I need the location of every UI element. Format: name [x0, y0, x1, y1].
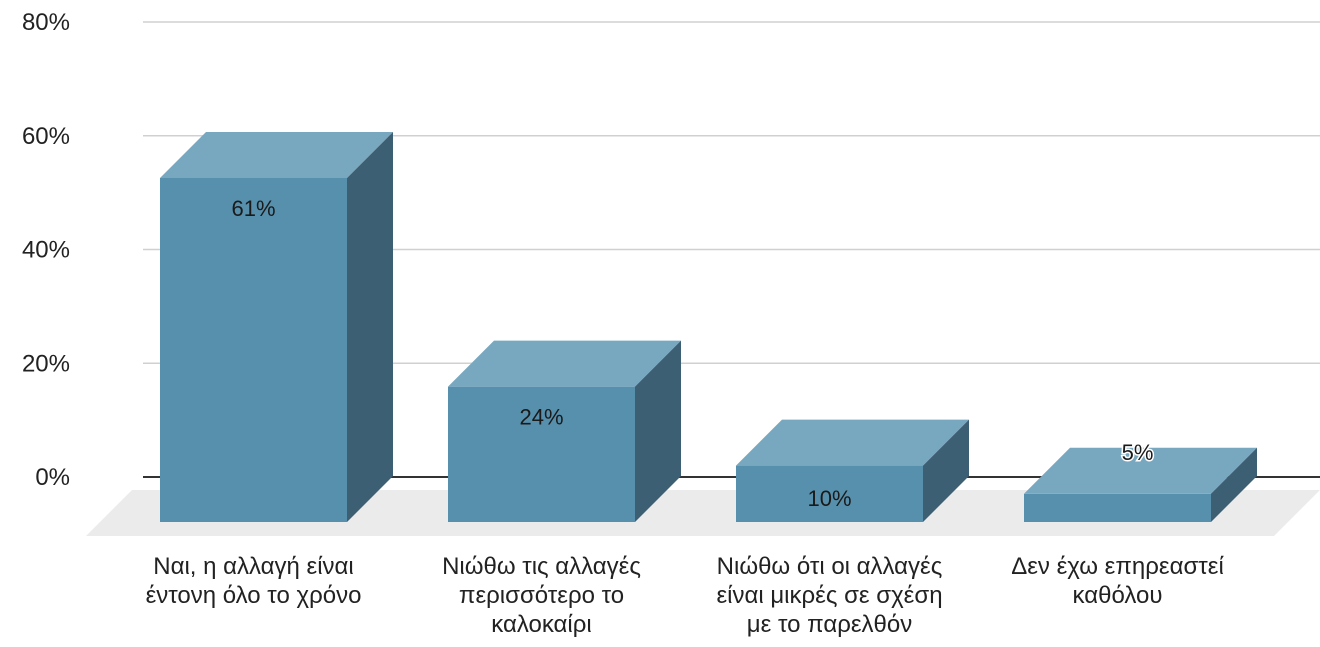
y-tick-label: 80% [22, 9, 70, 36]
data-label: 5% [1122, 440, 1154, 465]
bar-top [1024, 447, 1257, 494]
bar [1024, 447, 1257, 522]
bar [160, 131, 393, 522]
x-category-label: Ναι, η αλλαγή είναι έντονη όλο το χρόνο [145, 553, 362, 609]
y-tick-label: 40% [22, 237, 70, 264]
bar-top [736, 419, 969, 466]
x-category-label: Νιώθω τις αλλαγές περισσότερο το καλοκαί… [442, 553, 641, 638]
data-label: 24% [519, 405, 563, 430]
chart-floor [86, 490, 1320, 536]
data-label: 10% [807, 486, 851, 511]
y-tick-label: 20% [22, 350, 70, 377]
data-label: 61% [231, 196, 275, 221]
bar [448, 340, 681, 522]
bar-top [448, 340, 681, 387]
bar-front [1024, 493, 1211, 522]
bar-front [448, 386, 635, 522]
bar-front [160, 177, 347, 522]
bar-side [923, 419, 969, 522]
y-tick-label: 0% [35, 464, 70, 491]
bar [736, 419, 969, 522]
bar-side [1211, 447, 1257, 522]
bar-side [347, 131, 393, 522]
x-category-label: Δεν έχω επηρεαστεί καθόλου [1011, 553, 1224, 609]
bar-side [635, 340, 681, 522]
bar-front [736, 465, 923, 522]
y-tick-label: 60% [22, 123, 70, 150]
x-category-label: Νιώθω ότι οι αλλαγές είναι μικρές σε σχέ… [716, 553, 943, 638]
bar-top [160, 131, 393, 178]
